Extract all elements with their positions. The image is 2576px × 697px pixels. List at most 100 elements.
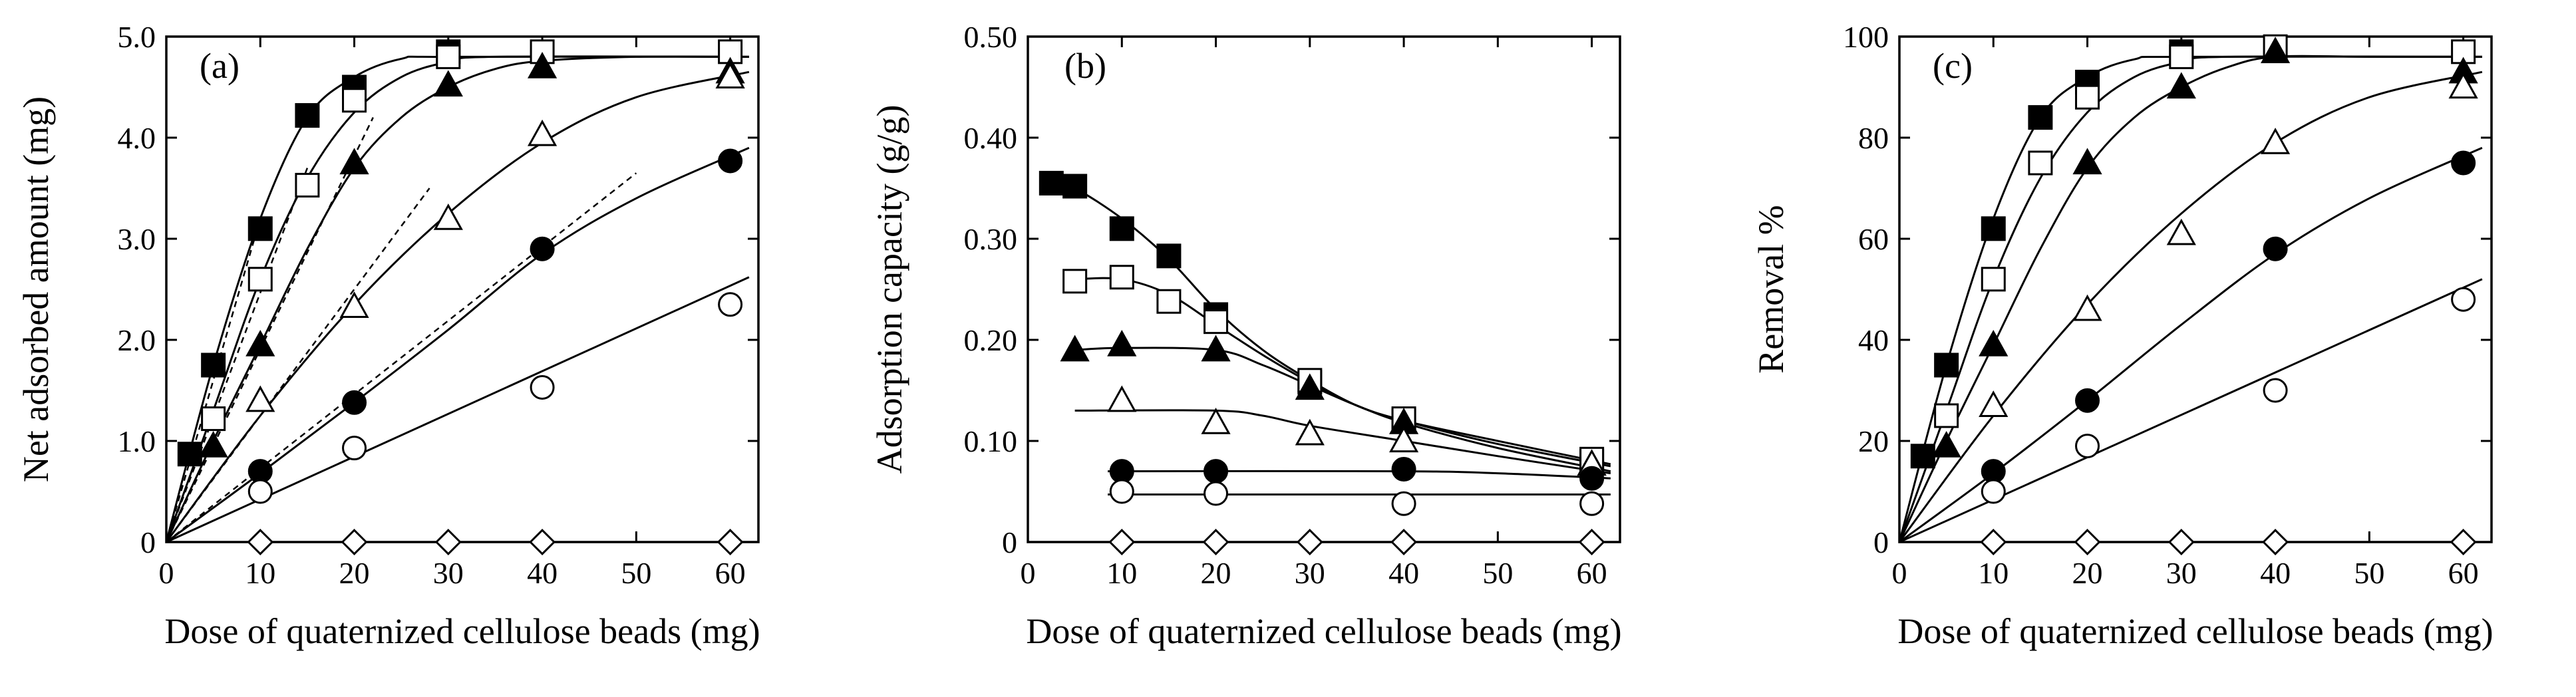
x-tick-label: 60 [1577, 556, 1607, 590]
y-tick-label: 5.0 [118, 20, 156, 54]
x-tick-label: 50 [621, 556, 651, 590]
x-tick-label: 60 [715, 556, 746, 590]
y-axis-title: Net adsorbed amount (mg) [16, 96, 56, 482]
data-point-triangle [339, 148, 369, 175]
data-point-triangle [2260, 37, 2291, 63]
series-open-circle [1981, 287, 2476, 504]
series-open-circle [247, 292, 743, 504]
x-tick-label: 40 [2260, 556, 2291, 590]
data-point-circle [1579, 491, 1605, 516]
x-tick-label: 20 [339, 556, 370, 590]
y-tick-label: 0.40 [964, 121, 1018, 155]
fit-curve-open-triangle [1899, 70, 2483, 542]
data-point-circle [530, 236, 555, 261]
data-point-square [295, 172, 320, 198]
x-tick-label: 40 [1388, 556, 1419, 590]
data-point-square [247, 267, 273, 292]
data-point-diamond [247, 529, 274, 555]
x-axis-title: Dose of quaternized cellulose beads (mg) [1026, 611, 1621, 651]
data-point-square [247, 216, 273, 241]
series-open-circle [1109, 479, 1605, 516]
data-point-square [1039, 170, 1064, 196]
data-point-diamond [2450, 529, 2477, 555]
data-point-triangle [1060, 335, 1090, 362]
data-point-square [2028, 105, 2053, 130]
markers-layer [1039, 170, 1607, 555]
data-point-triangle [2072, 148, 2102, 175]
data-point-diamond [341, 529, 368, 555]
panel-label: (c) [1933, 46, 1973, 86]
data-point-square [1934, 403, 1959, 428]
data-point-diamond [2074, 529, 2101, 555]
y-tick-label: 0 [140, 525, 156, 559]
data-point-square [1156, 243, 1182, 269]
data-point-triangle [1295, 418, 1325, 446]
data-point-square [2169, 44, 2194, 69]
data-point-circle [2451, 287, 2476, 312]
data-point-diamond [1202, 529, 1229, 555]
dashed-initial-slope-line [166, 117, 374, 542]
data-point-circle [1981, 479, 2006, 504]
data-point-square [436, 44, 461, 69]
x-tick-label: 0 [1021, 556, 1036, 590]
data-point-diamond [2262, 529, 2289, 555]
y-tick-label: 40 [1858, 323, 1889, 357]
data-point-diamond [1390, 529, 1418, 555]
data-point-triangle [198, 430, 228, 458]
data-point-square [1062, 269, 1088, 294]
dashed-initial-slope-line [166, 172, 637, 542]
x-tick-label: 30 [2166, 556, 2197, 590]
data-point-circle [1204, 459, 1229, 484]
data-point-triangle [339, 291, 369, 318]
x-tick-label: 60 [2448, 556, 2479, 590]
data-point-square [1109, 216, 1134, 241]
data-point-diamond [717, 529, 744, 555]
y-tick-label: 0.50 [964, 20, 1018, 54]
data-point-circle [1391, 457, 1416, 482]
data-point-triangle [433, 70, 463, 97]
data-point-diamond [1578, 529, 1605, 555]
x-tick-label: 20 [2072, 556, 2103, 590]
data-point-diamond [434, 529, 462, 555]
dashed-initial-slope-line [166, 188, 430, 542]
y-tick-label: 0 [1002, 525, 1017, 559]
data-point-triangle [2260, 127, 2291, 154]
data-point-square [1910, 444, 1935, 469]
data-point-square [2028, 150, 2053, 176]
data-point-diamond [1296, 529, 1323, 555]
markers-layer [1910, 34, 2478, 555]
y-axis-title: Adsorption capacity (g/g) [870, 105, 909, 474]
data-point-square [1109, 265, 1134, 290]
x-tick-label: 50 [1482, 556, 1513, 590]
data-point-circle [1579, 466, 1605, 491]
x-tick-label: 30 [433, 556, 464, 590]
data-point-square [1062, 174, 1088, 199]
data-point-square [2075, 84, 2100, 110]
plot-frame [1027, 35, 1621, 543]
data-point-triangle [1979, 329, 2009, 356]
data-point-square [530, 39, 555, 65]
data-point-circle [342, 390, 367, 415]
chart-panel-a: 0 10 20 30 40 50 60 0 1.0 2.0 3.0 4.0 5.0 Dose of qua… [16, 20, 760, 651]
data-point-square [1934, 352, 1959, 378]
y-tick-label: 4.0 [118, 121, 156, 155]
data-point-square [201, 352, 226, 378]
data-point-circle [2075, 388, 2100, 413]
series-filled-circle [1981, 150, 2476, 484]
data-point-square [295, 103, 320, 128]
series-open-triangle [245, 62, 745, 412]
data-point-triangle [1201, 335, 1231, 362]
data-point-triangle [2448, 72, 2478, 99]
fit-curve-open-triangle [1074, 409, 1611, 475]
data-point-triangle [527, 119, 558, 146]
x-tick-label: 40 [527, 556, 558, 590]
x-tick-label: 0 [159, 556, 174, 590]
data-point-diamond [2168, 529, 2195, 555]
data-point-triangle [245, 329, 275, 356]
x-axis-title: Dose of quaternized cellulose beads (mg) [1897, 611, 2493, 651]
data-point-diamond [1108, 529, 1136, 555]
data-point-triangle [1107, 329, 1137, 356]
y-axis-title: Removal % [1751, 205, 1791, 373]
